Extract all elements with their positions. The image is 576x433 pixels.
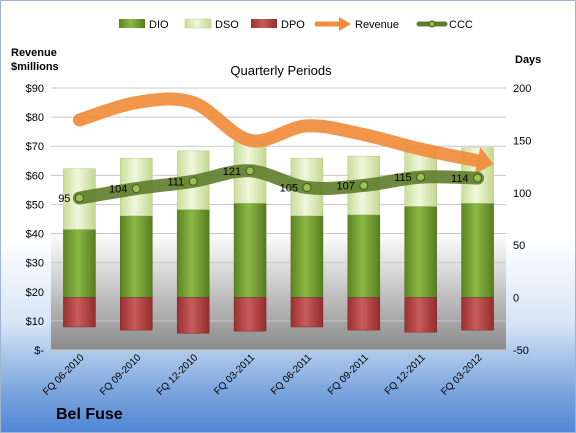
left-tick-label: $50 — [26, 199, 44, 211]
left-tick-label: $- — [34, 345, 44, 357]
ccc-data-label: 104 — [109, 184, 127, 196]
ccc-data-label: 107 — [336, 180, 354, 192]
ccc-point — [416, 172, 426, 182]
plot-background — [51, 88, 506, 350]
bar-dio — [233, 203, 267, 298]
bar-dpo — [63, 297, 96, 328]
lines: 95 104 111 121 105 107 115 114 — [58, 92, 494, 205]
bar-dio — [404, 206, 437, 298]
right-tick-label: -50 — [513, 345, 529, 357]
ccc-data-label: 114 — [451, 173, 469, 185]
legend-label-dio: DIO — [149, 19, 169, 31]
legend-label-dso: DSO — [215, 19, 239, 31]
bar-dio — [120, 215, 153, 298]
company-name: Bel Fuse — [56, 406, 123, 423]
x-tick-label: FQ 03-2011 — [212, 352, 257, 397]
legend-label-revenue: Revenue — [355, 19, 399, 31]
bar-dpo — [290, 297, 324, 328]
ccc-point — [245, 166, 255, 176]
right-tick-label: 150 — [513, 135, 531, 147]
x-tick-label: FQ 06-2011 — [269, 352, 314, 397]
ccc-data-label: 111 — [167, 176, 184, 188]
chart-title: Quarterly Periods — [230, 63, 332, 78]
revenue-arrowhead — [474, 147, 494, 175]
ccc-point — [473, 173, 483, 183]
legend-label-ccc: CCC — [449, 19, 473, 31]
legend-swatch-dio — [119, 19, 145, 28]
bar-dpo — [404, 297, 437, 333]
bar-dpo — [233, 297, 267, 332]
bar-dio — [176, 209, 210, 298]
left-tick-label: $30 — [26, 258, 44, 270]
left-tick-label: $90 — [26, 83, 44, 95]
ccc-data-label: 105 — [280, 183, 298, 195]
bar-dio — [347, 214, 381, 298]
right-tick-label: 100 — [513, 188, 531, 200]
x-axis-labels: FQ 06-2010 FQ 09-2010 FQ 12-2010 FQ 03-2011… — [41, 352, 485, 398]
x-tick-label: FQ 12-2011 — [383, 352, 428, 397]
ccc-line — [72, 164, 485, 205]
bar-dpo — [347, 297, 381, 331]
ccc-data-label: 95 — [58, 193, 70, 205]
right-axis-title: Days — [515, 54, 541, 66]
x-tick-label: FQ 06-2010 — [41, 352, 87, 398]
left-tick-label: $20 — [26, 287, 44, 299]
ccc-point — [74, 193, 84, 203]
x-tick-label: FQ 12-2010 — [155, 352, 201, 398]
legend-swatch-dso — [184, 18, 212, 29]
left-axis-title-line2: $millions — [11, 61, 59, 73]
left-axis-ticks: $- $10 $20 $30 $40 $50 $60 $70 $80 $90 — [26, 83, 45, 357]
x-tick-label: FQ 09-2011 — [326, 352, 371, 397]
legend-label-dpo: DPO — [281, 19, 305, 31]
left-tick-label: $60 — [26, 170, 44, 182]
right-tick-label: 0 — [513, 293, 519, 305]
ccc-point — [131, 184, 141, 194]
ccc-point — [359, 180, 369, 190]
right-tick-label: 200 — [513, 83, 531, 95]
x-tick-label: FQ 09-2010 — [98, 352, 144, 398]
bar-dio — [461, 203, 494, 298]
left-tick-label: $40 — [26, 229, 44, 241]
bar-dpo — [176, 297, 210, 334]
ccc-point — [302, 183, 312, 193]
legend: DIO DSO DPO Revenue CCC — [119, 17, 473, 31]
legend-swatch-revenue-arrow — [339, 17, 351, 31]
right-axis-ticks: -50 0 50 100 150 200 — [513, 83, 531, 357]
right-tick-label: 50 — [513, 240, 525, 252]
left-axis-title-line1: Revenue — [11, 47, 57, 59]
bar-dpo — [461, 297, 494, 331]
ccc-data-label: 115 — [394, 172, 412, 184]
ccc-point — [188, 176, 198, 186]
x-tick-label: FQ 03-2012 — [439, 352, 485, 398]
legend-swatch-dpo — [251, 19, 277, 28]
bar-dpo — [120, 297, 153, 331]
left-tick-label: $70 — [26, 141, 44, 153]
bar-dio — [63, 229, 96, 298]
left-tick-label: $10 — [26, 316, 44, 328]
legend-swatch-ccc-marker — [428, 20, 436, 28]
left-tick-label: $80 — [26, 112, 44, 124]
revenue-line — [72, 92, 483, 167]
ccc-data-label: 121 — [223, 166, 241, 178]
bar-dio — [290, 215, 324, 298]
